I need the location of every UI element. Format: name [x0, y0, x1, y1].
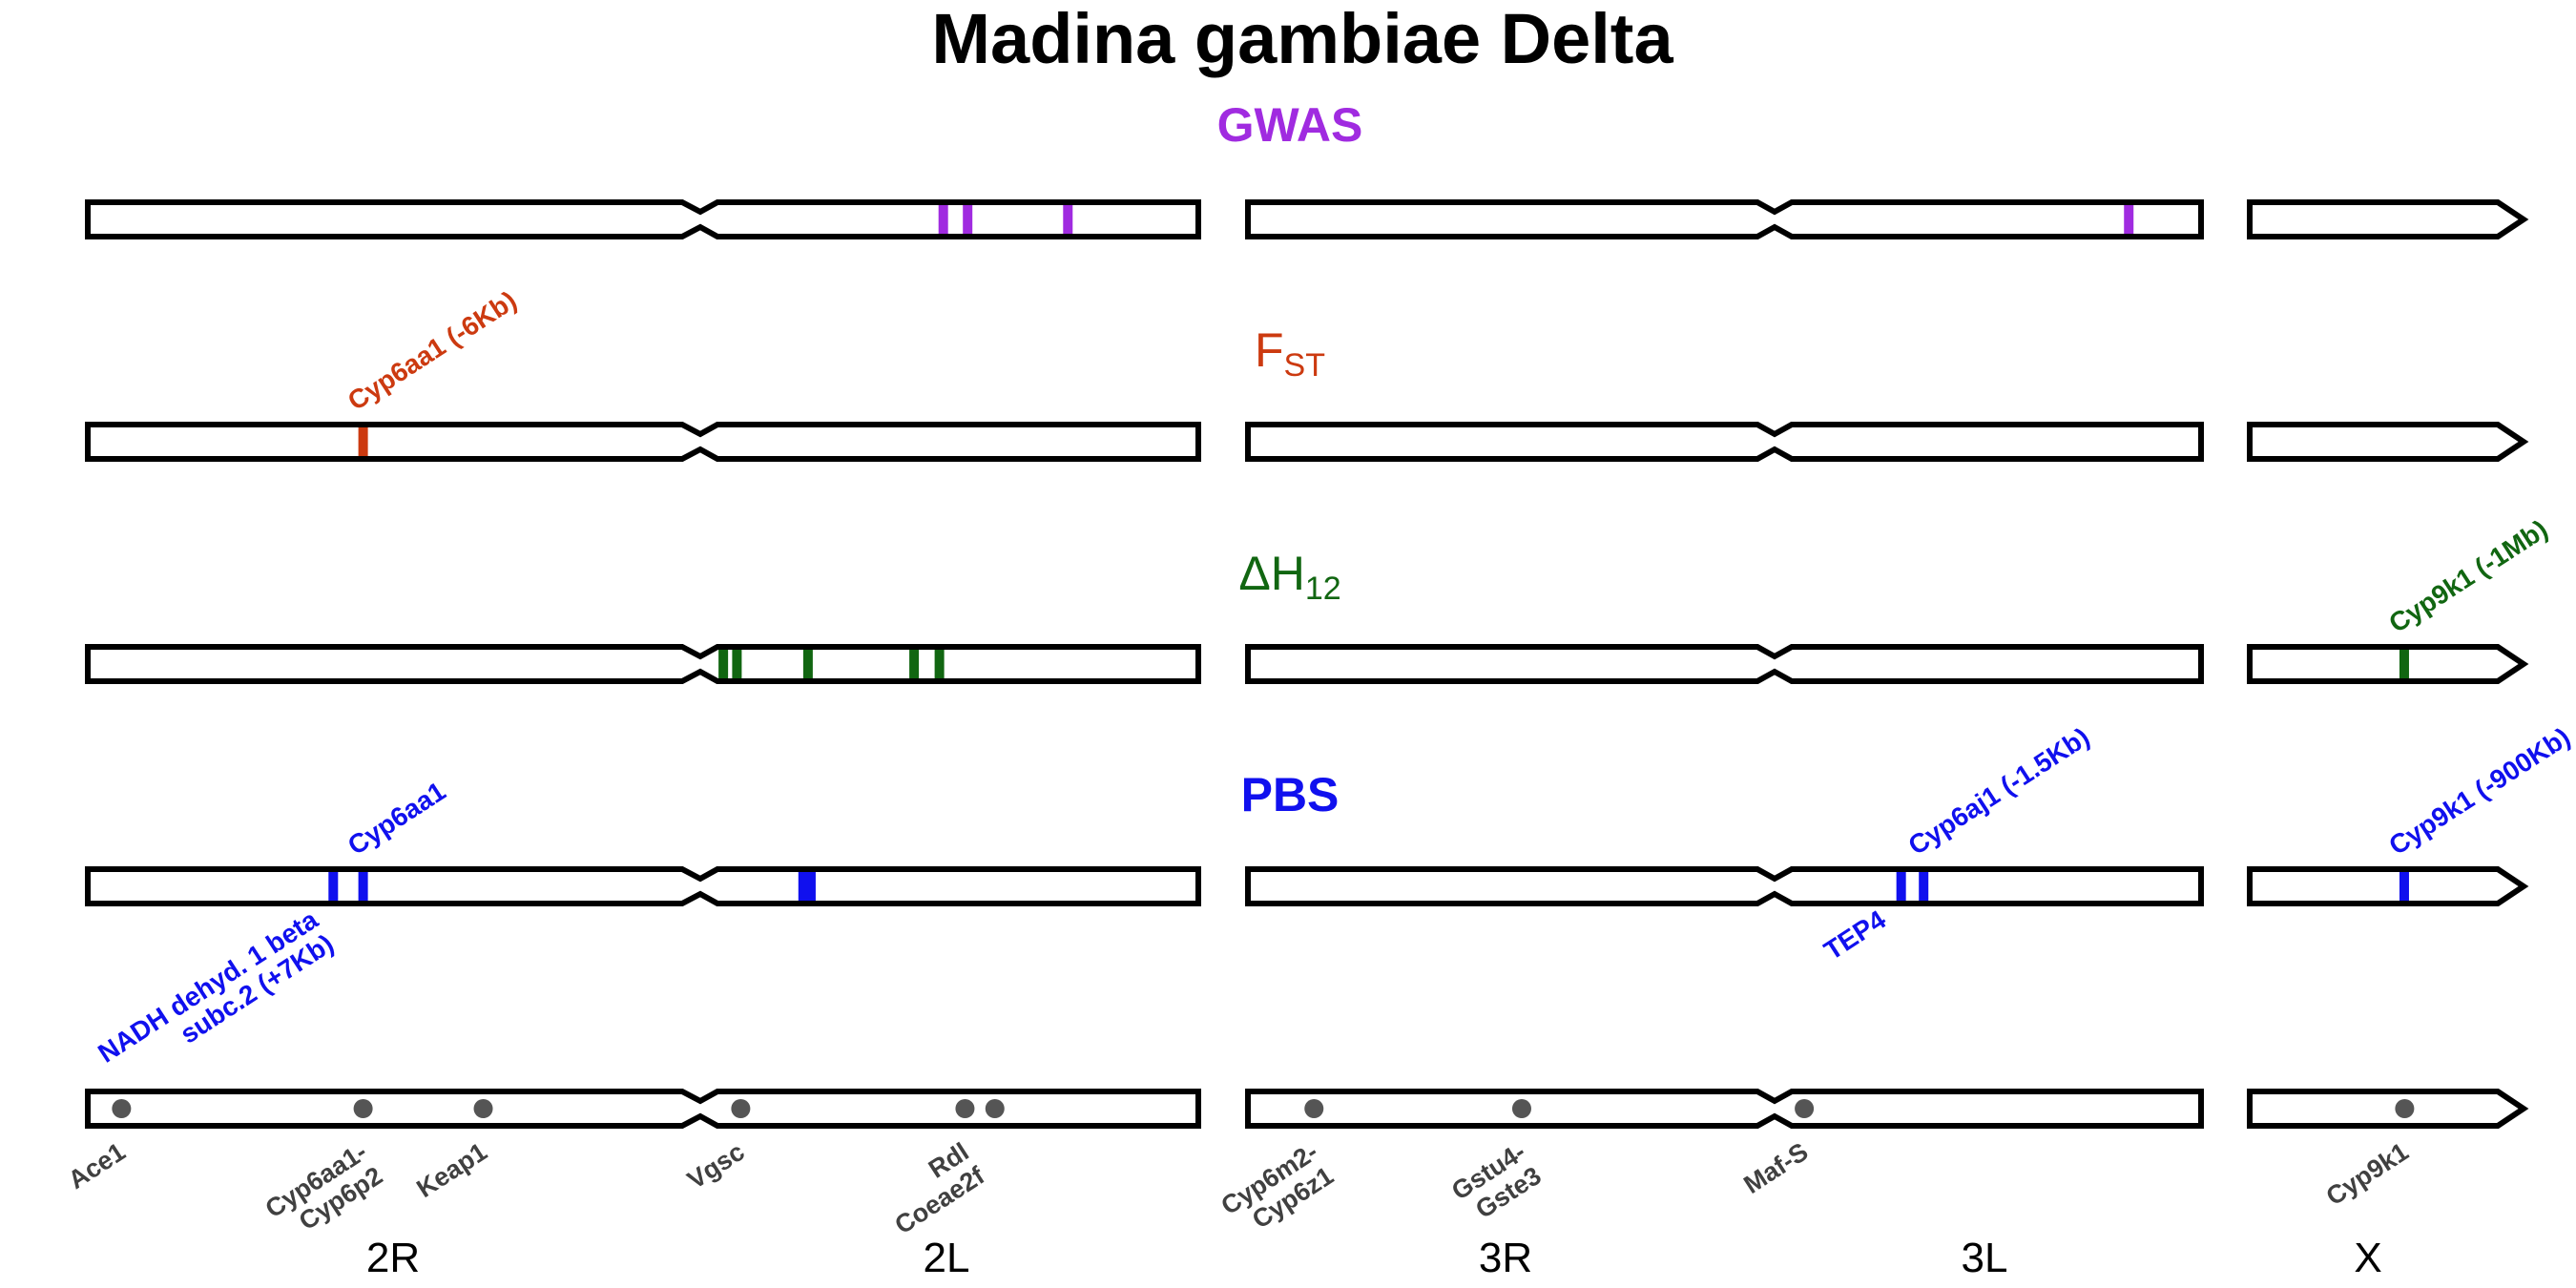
- hit-marker: [1063, 205, 1073, 234]
- gene-label-line: Ace1: [63, 1137, 130, 1195]
- hit-label: TEP4: [1818, 904, 1891, 966]
- gene-label: Cyp9k1: [2321, 1137, 2414, 1211]
- chromosome-2: [85, 422, 1201, 462]
- hit-marker: [1896, 872, 1906, 901]
- gene-label: Vgsc: [682, 1137, 749, 1195]
- gene-dot: [112, 1099, 132, 1118]
- track-label-fst: FST: [1255, 323, 1325, 384]
- hit-label: Cyp9k1 (-900Kb): [2383, 722, 2575, 861]
- gene-dot: [955, 1099, 975, 1118]
- gene-dot: [1795, 1099, 1815, 1118]
- gene-dot: [2395, 1099, 2415, 1118]
- track-label-main: F: [1255, 323, 1284, 377]
- track-label-pbs: PBS: [1241, 768, 1340, 821]
- gene-label: Keap1: [411, 1137, 491, 1203]
- hit-marker: [732, 650, 742, 678]
- chromosome-2: [85, 199, 1201, 239]
- track-label-main: ΔH: [1238, 547, 1305, 600]
- hit-label: NADH dehyd. 1 betasubc.2 (+7Kb): [93, 904, 339, 1092]
- track-pbs: [85, 866, 2529, 906]
- gene-label: RdlCoeae2f: [874, 1136, 990, 1239]
- arm-label: 2L: [924, 1235, 970, 1281]
- arm-label: 2R: [366, 1235, 420, 1281]
- hit-label-line: TEP4: [1818, 904, 1891, 966]
- gene-label: Cyp6m2-Cyp6z1: [1216, 1137, 1339, 1244]
- hit-label: Cyp6aa1: [343, 776, 450, 861]
- gene-label-line: Keap1: [411, 1137, 491, 1203]
- chromosome-2: [85, 1089, 1201, 1129]
- gene-dot: [731, 1099, 751, 1118]
- chromosome-3: [1245, 1089, 2204, 1129]
- track-label-main: PBS: [1241, 768, 1340, 821]
- gene-label-line: Maf-S: [1738, 1137, 1813, 1199]
- gene-dot: [473, 1099, 493, 1118]
- hit-label: Cyp6aj1 (-1.5Kb): [1903, 722, 2095, 861]
- chromosome-2: [85, 644, 1201, 684]
- chromosome-3: [1245, 199, 2204, 239]
- hit-marker: [1919, 872, 1929, 901]
- track-gwas: [85, 199, 2529, 239]
- hit-label-line: Cyp6aj1 (-1.5Kb): [1903, 722, 2095, 861]
- hit-marker: [938, 205, 948, 234]
- hit-marker: [2124, 205, 2134, 234]
- hit-marker: [358, 872, 368, 901]
- gene-dot: [353, 1099, 373, 1118]
- chromosome-x: [2247, 866, 2529, 906]
- gene-label: Ace1: [63, 1137, 130, 1195]
- gene-label-line: Cyp9k1: [2321, 1137, 2414, 1211]
- chromosome-x: [2247, 422, 2529, 462]
- hit-label-line: Cyp6aa1 (-6Kb): [343, 285, 522, 416]
- hit-marker: [802, 650, 813, 678]
- hit-label-line: Cyp9k1 (-900Kb): [2383, 722, 2575, 861]
- gene-label: Gstu4-Gste3: [1446, 1137, 1546, 1230]
- hit-marker: [805, 872, 816, 901]
- gene-dot: [1304, 1099, 1324, 1118]
- chromosome-x: [2247, 199, 2529, 239]
- hit-label-line: Cyp6aa1: [343, 776, 450, 861]
- track-label-subscript: 12: [1305, 571, 1341, 607]
- hit-marker: [328, 872, 339, 901]
- track-h12: [85, 644, 2529, 684]
- track-label-main: GWAS: [1217, 98, 1363, 152]
- hit-marker: [963, 205, 973, 234]
- chromosome-3: [1245, 866, 2204, 906]
- chromosome-x: [2247, 644, 2529, 684]
- arm-label: X: [2354, 1235, 2381, 1281]
- chromosome-2: [85, 866, 1201, 906]
- hit-marker: [909, 650, 920, 678]
- chromosome-3: [1245, 422, 2204, 462]
- track-label-subscript: ST: [1284, 347, 1325, 384]
- hit-label: Cyp9k1 (-1Mb): [2383, 514, 2552, 638]
- gene-label: Maf-S: [1738, 1137, 1813, 1199]
- arm-label: 3L: [1962, 1235, 2008, 1281]
- gene-dot: [985, 1099, 1005, 1118]
- hit-marker: [358, 427, 368, 456]
- chromosome-x: [2247, 1089, 2529, 1129]
- arm-label: 3R: [1479, 1235, 1532, 1281]
- gene-label: Cyp6aa1-Cyp6p2: [260, 1137, 387, 1248]
- gene-label-line: Vgsc: [682, 1137, 749, 1195]
- track-label-gwas: GWAS: [1217, 98, 1363, 152]
- hit-label: Cyp6aa1 (-6Kb): [343, 285, 522, 416]
- hit-label-line: Cyp9k1 (-1Mb): [2383, 514, 2552, 638]
- track-fst: [85, 422, 2529, 462]
- hit-marker: [2399, 872, 2409, 901]
- figure-title: Madina gambiae Delta: [931, 0, 1673, 78]
- hit-marker: [2399, 650, 2409, 678]
- hit-marker: [718, 650, 729, 678]
- chromosome-3: [1245, 644, 2204, 684]
- track-label-h12: ΔH12: [1238, 547, 1340, 607]
- hit-label-line: NADH dehyd. 1 beta: [93, 904, 323, 1069]
- gene-dot: [1511, 1099, 1531, 1118]
- hit-marker: [934, 650, 945, 678]
